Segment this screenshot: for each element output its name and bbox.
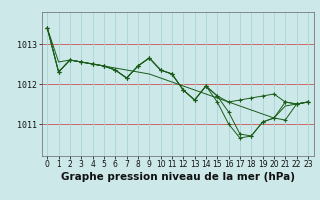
X-axis label: Graphe pression niveau de la mer (hPa): Graphe pression niveau de la mer (hPa) xyxy=(60,172,295,182)
